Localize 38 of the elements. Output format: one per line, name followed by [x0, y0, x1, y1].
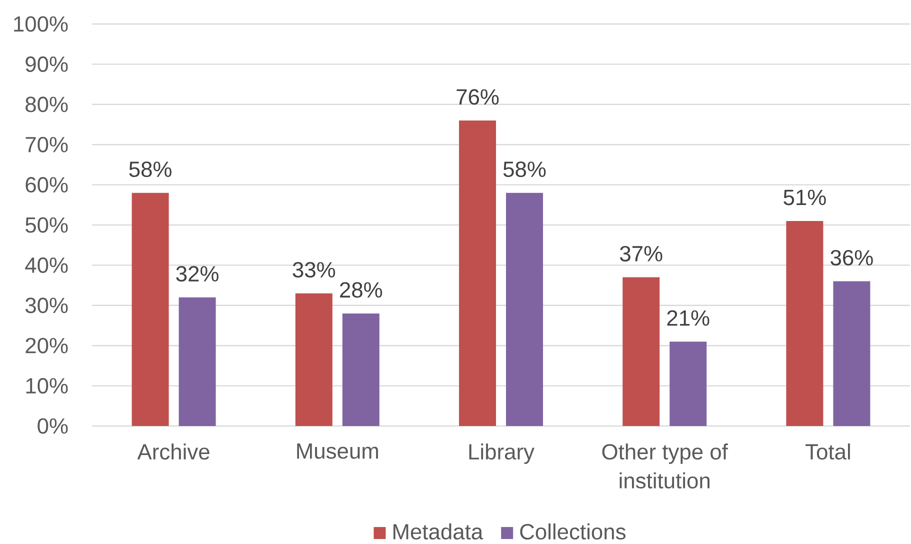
data-label: 58%	[503, 162, 546, 178]
y-tick-label: 40%	[25, 257, 68, 273]
x-tick-label: Archive	[137, 443, 210, 460]
y-tick-label: 70%	[26, 136, 68, 152]
bar	[786, 220, 824, 426]
data-label: 33%	[292, 262, 336, 278]
y-tick-label: 60%	[26, 177, 68, 193]
x-tick-label: Library	[469, 443, 534, 464]
x-tick-label: Other type of institution	[602, 443, 728, 488]
y-tick-label: 10%	[26, 378, 68, 394]
data-label: 76%	[456, 89, 499, 105]
data-label: 32%	[176, 266, 218, 282]
y-tick-label: 100%	[14, 16, 68, 32]
data-label: 21%	[667, 310, 710, 326]
y-tick-label: 50%	[26, 217, 68, 233]
bar	[295, 293, 332, 426]
bar	[459, 120, 496, 426]
x-tick-label: Total	[806, 443, 850, 460]
bar	[833, 281, 870, 426]
legend-label: Collections	[520, 523, 626, 540]
y-tick-label: 80%	[26, 96, 68, 112]
bar	[132, 192, 169, 426]
bar	[178, 297, 216, 426]
bar	[670, 342, 707, 426]
bar	[342, 313, 380, 426]
y-tick-label: 20%	[26, 338, 68, 354]
y-tick-label: 90%	[26, 56, 68, 72]
y-tick-label: 30%	[25, 298, 68, 314]
y-tick-label: 0%	[38, 418, 68, 434]
data-label: 51%	[784, 190, 826, 206]
data-label: 37%	[620, 246, 662, 262]
bar	[506, 192, 544, 426]
bar	[622, 277, 660, 426]
x-tick-label: Museum	[297, 444, 378, 459]
data-label: 36%	[830, 250, 873, 266]
data-label: 28%	[340, 282, 382, 298]
legend-label: Metadata	[394, 523, 484, 540]
data-label: 58%	[129, 162, 172, 178]
